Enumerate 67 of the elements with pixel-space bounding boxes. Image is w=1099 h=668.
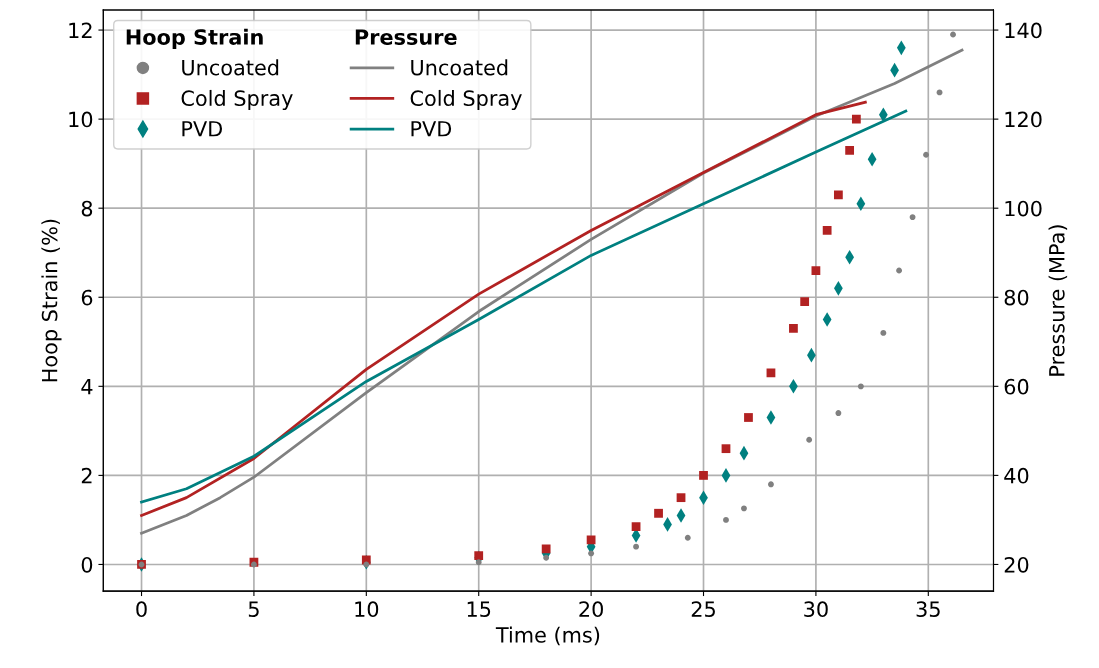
y2-tick-label: 140 [1005,22,1042,39]
point [654,508,663,518]
point [936,89,943,96]
y2-tick-label: 20 [1004,556,1029,573]
point [811,266,821,275]
point [834,190,843,200]
point [896,267,903,274]
legend-label: PVD [411,121,452,137]
point [631,522,641,531]
y-tick-label: 2 [81,467,92,484]
point [851,114,861,124]
point [541,544,551,554]
y-tick-label: 0 [81,556,93,573]
point [789,324,798,333]
point [768,481,774,488]
annotation: Pressure [355,29,457,45]
point [474,551,484,560]
point [744,413,753,422]
x-tick-label: 15 [467,601,491,618]
y-tick-label: 4 [81,379,93,395]
legend-label: Cold Spray [410,89,522,111]
y2-tick-label: 80 [1004,289,1029,306]
y-tick-label: 8 [81,200,93,217]
point [721,444,731,454]
point [950,31,956,38]
point [676,493,686,503]
point [835,410,842,416]
point [909,214,916,221]
point [543,554,550,561]
x-tick-label: 35 [916,601,940,618]
annotation: Hoop Strain [126,28,263,49]
y-axis-title: Hoop Strain (%) [41,219,62,382]
point [822,226,832,235]
y2-axis-title: Pressure (MPa) [1048,225,1068,376]
point [800,297,810,307]
point [475,559,482,566]
point [880,329,887,336]
point [923,151,929,158]
y2-tick-label: 40 [1004,467,1029,484]
legend-label: PVD [182,121,223,137]
point [250,561,257,568]
point [806,436,813,443]
point [588,550,595,557]
point [857,383,864,390]
point [723,516,729,523]
x-tick-label: 30 [804,601,828,618]
point [586,535,596,545]
x-tick-label: 25 [691,601,715,618]
x-tick-label: 0 [136,601,147,618]
y-tick-label: 12 [69,22,92,38]
point [845,145,855,155]
point [684,534,691,541]
y2-tick-label: 100 [1005,200,1042,217]
legend-label: Cold Spray [181,89,293,111]
x-tick-label: 10 [355,601,379,618]
point [741,505,747,512]
legend-label: Uncoated [182,59,279,76]
x-axis-title: Time (ms) [495,626,600,646]
y-tick-label: 6 [81,289,93,306]
y-tick-label: 10 [69,111,93,128]
y2-tick-label: 60 [1004,378,1029,395]
x-tick-label: 5 [248,601,259,618]
point [633,543,640,550]
x-tick-label: 20 [579,601,603,618]
legend-label: Uncoated [411,59,508,76]
y2-tick-label: 120 [1005,111,1042,128]
point [699,471,708,480]
